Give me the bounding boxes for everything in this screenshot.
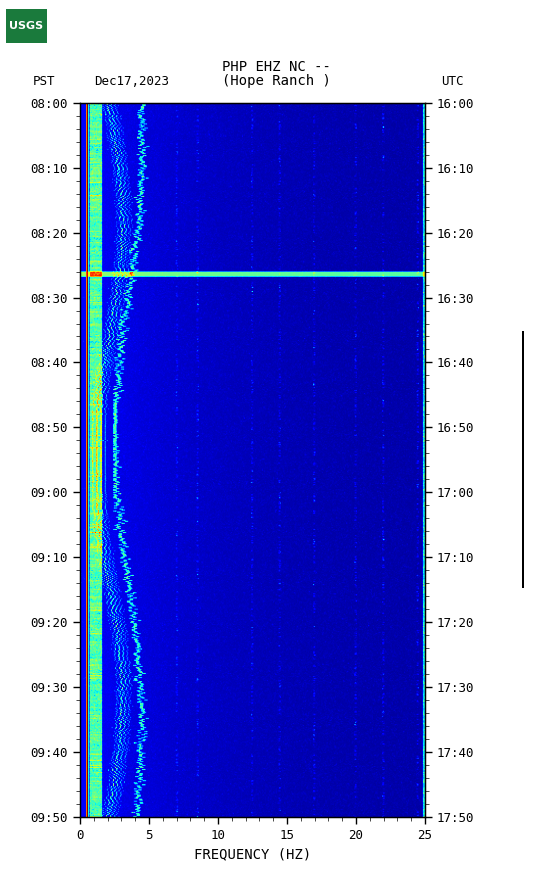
Text: PST: PST (33, 74, 56, 88)
Text: UTC: UTC (442, 74, 464, 88)
Text: PHP EHZ NC --: PHP EHZ NC -- (221, 60, 331, 74)
X-axis label: FREQUENCY (HZ): FREQUENCY (HZ) (194, 847, 311, 862)
Text: Dec17,2023: Dec17,2023 (94, 74, 169, 88)
Text: (Hope Ranch ): (Hope Ranch ) (221, 73, 331, 88)
Text: USGS: USGS (9, 21, 43, 31)
